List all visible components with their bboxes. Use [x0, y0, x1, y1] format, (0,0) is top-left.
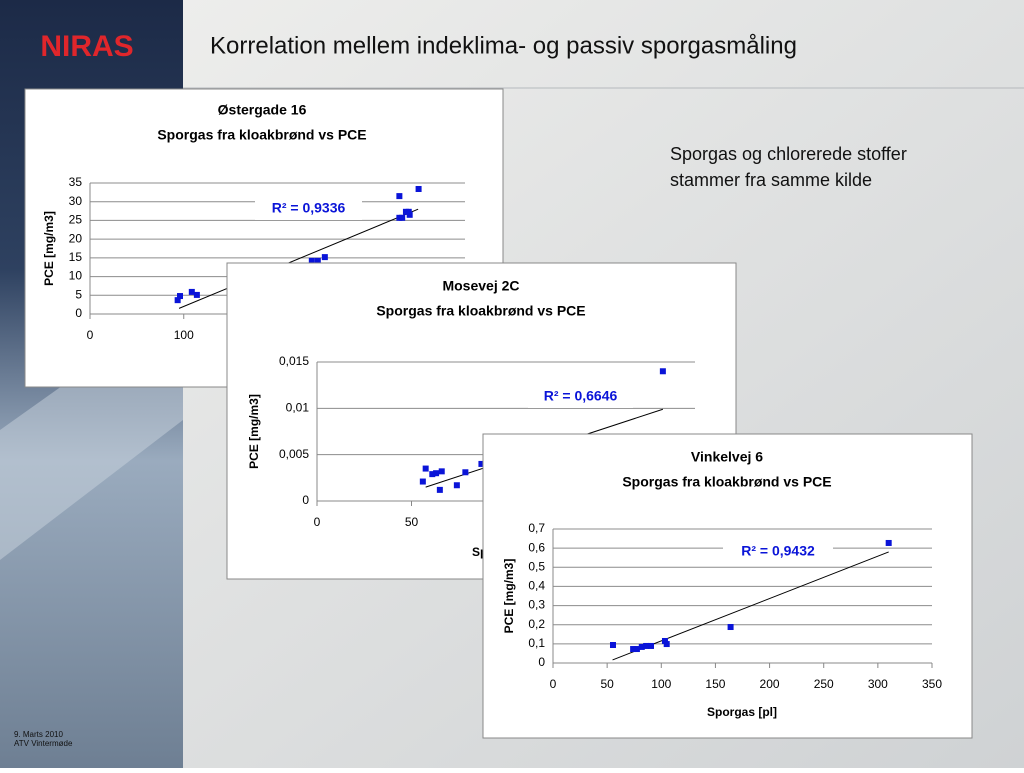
point	[659, 368, 666, 375]
x-tick-label: 50	[405, 515, 419, 529]
y-tick-label: 0,2	[528, 617, 545, 631]
trendline	[178, 208, 419, 309]
y-tick-label: 30	[69, 194, 83, 208]
y-tick-label: 0	[538, 655, 545, 669]
point	[633, 646, 640, 653]
r2-label: R² = 0,9432	[741, 543, 815, 559]
y-axis-label: PCE [mg/m3]	[502, 559, 516, 634]
r2-box	[255, 198, 362, 220]
point	[462, 469, 469, 476]
x-tick-label: 250	[814, 677, 834, 691]
point	[663, 641, 670, 648]
y-tick-label: 10	[69, 269, 83, 283]
y-tick-label: 0,5	[528, 559, 545, 573]
chart-subtitle: Sporgas fra kloakbrønd vs PCE	[376, 303, 585, 319]
r2-box	[528, 386, 633, 408]
point	[453, 482, 460, 489]
y-axis-label: PCE [mg/m3]	[42, 211, 56, 286]
point	[638, 643, 645, 650]
point	[661, 637, 668, 644]
x-axis-label: Sporgas [pl]	[707, 705, 777, 719]
r2-label: R² = 0,9336	[272, 200, 346, 216]
y-tick-label: 0,005	[279, 447, 309, 461]
point	[314, 257, 321, 264]
y-tick-label: 0,4	[528, 579, 545, 593]
point	[174, 297, 181, 304]
point	[308, 257, 315, 264]
x-tick-label: 100	[174, 328, 194, 342]
point	[885, 539, 892, 546]
point	[419, 478, 426, 485]
slide-title: Korrelation mellem indeklima- og passiv …	[210, 32, 797, 59]
y-tick-label: 0	[75, 306, 82, 320]
x-tick-label: 350	[922, 677, 942, 691]
point	[188, 288, 195, 295]
point	[406, 211, 413, 218]
r2-box	[723, 541, 833, 563]
point	[415, 185, 422, 192]
note-line: Sporgas og chlorerede stoffer	[670, 144, 907, 164]
y-tick-label: 0,7	[528, 521, 545, 535]
x-tick-label: 0	[550, 677, 557, 691]
point	[727, 624, 734, 631]
y-tick-label: 35	[69, 175, 83, 189]
chart-title: Vinkelvej 6	[691, 449, 763, 465]
point	[321, 254, 328, 261]
point	[609, 642, 616, 649]
point	[647, 642, 654, 649]
footer: 9. Marts 2010	[14, 730, 63, 739]
trendline	[612, 551, 889, 661]
y-tick-label: 0,6	[528, 540, 545, 554]
point	[438, 468, 445, 475]
r2-label: R² = 0,6646	[544, 388, 618, 404]
x-tick-label: 0	[314, 515, 321, 529]
y-tick-label: 0	[302, 493, 309, 507]
y-axis-label: PCE [mg/m3]	[247, 394, 261, 469]
point	[399, 214, 406, 221]
point	[433, 470, 440, 477]
y-tick-label: 25	[69, 213, 83, 227]
x-tick-label: 100	[651, 677, 671, 691]
point	[177, 293, 183, 300]
y-tick-label: 0,3	[528, 598, 545, 612]
y-tick-label: 0,01	[286, 401, 310, 415]
point	[396, 193, 403, 200]
x-tick-label: 150	[705, 677, 725, 691]
point	[630, 646, 637, 653]
logo: NIRAS	[40, 30, 133, 63]
x-tick-label: 50	[600, 677, 614, 691]
y-tick-label: 5	[75, 287, 82, 301]
chart-subtitle: Sporgas fra kloakbrønd vs PCE	[622, 474, 831, 490]
y-tick-label: 15	[69, 250, 83, 264]
y-tick-label: 0,015	[279, 354, 309, 368]
point	[429, 471, 436, 478]
x-tick-label: 200	[760, 677, 780, 691]
point	[643, 642, 650, 649]
x-tick-label: 0	[87, 328, 94, 342]
footer: ATV Vintermøde	[14, 739, 73, 748]
chart: Vinkelvej 6 Sporgas fra kloakbrønd vs PCE…	[482, 433, 973, 739]
chart-subtitle: Sporgas fra kloakbrønd vs PCE	[157, 127, 366, 143]
point	[436, 486, 443, 493]
y-tick-label: 20	[69, 231, 83, 245]
chart-title: Mosevej 2C	[442, 278, 519, 294]
x-tick-label: 300	[868, 677, 888, 691]
point	[478, 460, 485, 467]
point	[193, 291, 200, 298]
note-line: stammer fra samme kilde	[670, 170, 872, 190]
y-tick-label: 0,1	[528, 636, 545, 650]
point	[422, 465, 429, 472]
chart-title: Østergade 16	[218, 102, 307, 118]
